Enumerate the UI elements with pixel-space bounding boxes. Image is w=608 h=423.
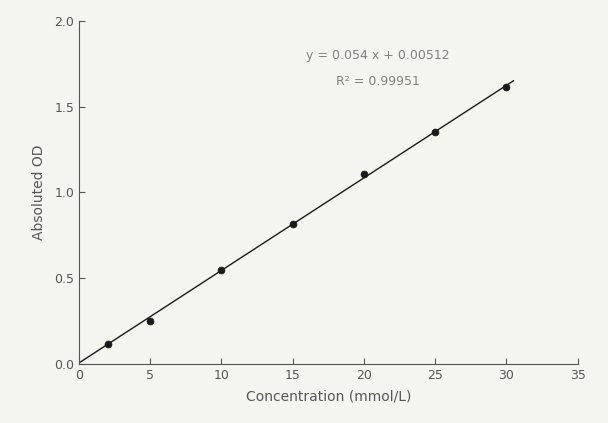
Point (359, 170, 369, 177)
Point (502, 84, 511, 91)
Point (288, 220, 297, 227)
Text: R² = 0.99951: R² = 0.99951 (336, 74, 420, 88)
Point (103, 341, 112, 348)
Point (216, 267, 226, 274)
X-axis label: Concentration (mmol/L): Concentration (mmol/L) (246, 390, 411, 404)
Text: y = 0.054 x + 0.00512: y = 0.054 x + 0.00512 (306, 49, 450, 62)
Y-axis label: Absoluted OD: Absoluted OD (32, 145, 46, 240)
Point (430, 129, 440, 136)
Point (145, 318, 155, 325)
